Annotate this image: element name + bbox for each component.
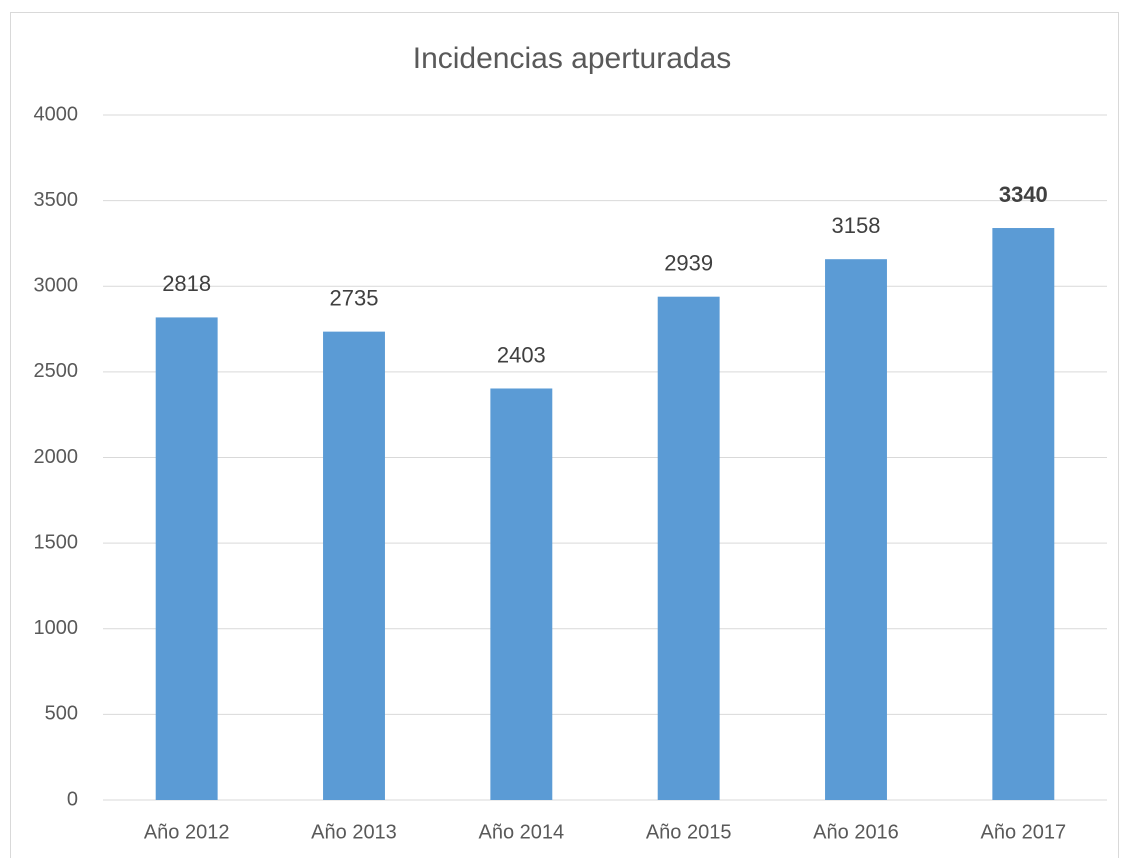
x-tick-label: Año 2015 [646, 821, 732, 843]
bar [155, 317, 218, 800]
y-tick-label: 1500 [34, 531, 79, 553]
data-label: 2735 [330, 285, 379, 310]
data-label: 3340 [999, 182, 1048, 207]
bar [657, 296, 720, 800]
y-tick-label: 500 [45, 703, 78, 725]
bar [992, 228, 1055, 800]
chart-title: Incidencias aperturadas [413, 42, 732, 75]
bar [323, 331, 385, 800]
x-tick-label: Año 2017 [981, 821, 1067, 843]
y-tick-label: 2500 [34, 360, 79, 382]
y-tick-label: 0 [67, 788, 78, 810]
data-label: 2939 [664, 251, 713, 276]
y-tick-label: 4000 [34, 103, 79, 125]
data-label: 2818 [162, 271, 211, 296]
y-tick-label: 1000 [34, 617, 79, 639]
y-tick-label: 3000 [34, 275, 79, 297]
x-tick-label: Año 2016 [813, 821, 899, 843]
x-tick-label: Año 2013 [311, 821, 397, 843]
x-tick-label: Año 2012 [144, 821, 230, 843]
bar [825, 259, 887, 800]
bar [490, 388, 553, 800]
x-tick-label: Año 2014 [479, 821, 565, 843]
data-label: 2403 [497, 342, 546, 367]
y-tick-label: 3500 [34, 189, 79, 211]
y-tick-label: 2000 [34, 446, 79, 468]
data-label: 3158 [832, 213, 881, 238]
